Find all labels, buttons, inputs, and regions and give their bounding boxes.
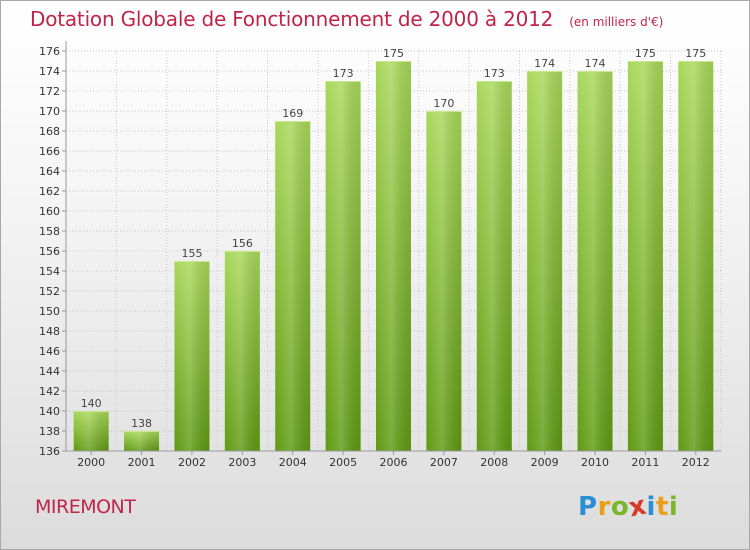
logo-letter: i <box>646 492 656 522</box>
x-tick-label: 2000 <box>77 456 105 469</box>
logo-letter: i <box>668 492 679 522</box>
bar-shine <box>124 431 160 451</box>
bar-value-label: 140 <box>81 397 102 410</box>
commune-name: MIREMONT <box>35 496 136 518</box>
bar-shine <box>678 61 714 451</box>
bar-value-label: 170 <box>433 97 454 110</box>
bar-shine <box>577 71 613 451</box>
bar-shine <box>325 81 361 451</box>
bar-value-label: 175 <box>685 47 706 60</box>
y-tick-label: 138 <box>39 425 60 438</box>
y-tick-label: 150 <box>39 305 60 318</box>
y-tick-label: 148 <box>39 325 60 338</box>
logo-letter: t <box>655 492 669 522</box>
bar-value-label: 138 <box>131 417 152 430</box>
axis-layer: 136 138 140 142 144 146 148 150 152 154 156 158 160 1… <box>39 41 721 469</box>
y-tick-label: 158 <box>39 225 60 238</box>
y-tick-label: 174 <box>39 65 60 78</box>
y-tick-label: 176 <box>39 45 60 58</box>
proxiti-logo[interactable]: Proxiti <box>578 491 679 524</box>
x-tick-label: 2010 <box>581 456 609 469</box>
chart-title: Dotation Globale de Fonctionnement de 20… <box>30 7 554 31</box>
bar-value-label: 174 <box>534 57 555 70</box>
y-tick-label: 170 <box>39 105 60 118</box>
y-tick-label: 164 <box>39 165 60 178</box>
y-tick-label: 152 <box>39 285 60 298</box>
y-tick-label: 144 <box>39 365 60 378</box>
bar-shine <box>527 71 563 451</box>
bar-shine <box>174 261 210 451</box>
y-tick-label: 154 <box>39 265 60 278</box>
x-tick-label: 2003 <box>228 456 256 469</box>
bar-value-label: 156 <box>232 237 253 250</box>
y-tick-label: 140 <box>39 405 60 418</box>
y-tick-label: 162 <box>39 185 60 198</box>
chart-unit: (en milliers d'€) <box>569 15 664 29</box>
y-tick-label: 166 <box>39 145 60 158</box>
bar-shine <box>476 81 512 451</box>
x-tick-label: 2012 <box>682 456 710 469</box>
bar-shine <box>224 251 260 451</box>
x-tick-label: 2008 <box>480 456 508 469</box>
x-tick-label: 2005 <box>329 456 357 469</box>
bar-shine <box>73 411 109 451</box>
bar-value-label: 155 <box>181 247 202 260</box>
x-tick-label: 2007 <box>430 456 458 469</box>
title-row: Dotation Globale de Fonctionnement de 20… <box>30 7 663 31</box>
x-tick-label: 2002 <box>178 456 206 469</box>
logo-letter: r <box>597 492 611 522</box>
bars-layer: 140 138 155 156 169 173 175 170 173 174 174 175 175 <box>73 47 714 451</box>
y-tick-label: 142 <box>39 385 60 398</box>
bar-value-label: 169 <box>282 107 303 120</box>
x-tick-label: 2001 <box>128 456 156 469</box>
bar-shine <box>376 61 411 451</box>
x-tick-label: 2004 <box>279 456 307 469</box>
y-tick-label: 136 <box>39 445 60 458</box>
y-tick-label: 168 <box>39 125 60 138</box>
bar-shine <box>426 111 462 451</box>
y-tick-label: 172 <box>39 85 60 98</box>
y-tick-label: 146 <box>39 345 60 358</box>
bar-value-label: 173 <box>333 67 354 80</box>
logo-letter: o <box>610 492 630 522</box>
y-tick-label: 156 <box>39 245 60 258</box>
bar-shine <box>275 121 311 451</box>
bar-value-label: 175 <box>383 47 404 60</box>
bar-value-label: 175 <box>635 47 656 60</box>
x-tick-label: 2009 <box>531 456 559 469</box>
bar-value-label: 174 <box>585 57 606 70</box>
logo-letter: P <box>578 492 598 522</box>
bar-value-label: 173 <box>484 67 505 80</box>
bar-shine <box>627 61 663 451</box>
x-tick-label: 2006 <box>380 456 408 469</box>
x-tick-label: 2011 <box>631 456 659 469</box>
y-tick-label: 160 <box>39 205 60 218</box>
